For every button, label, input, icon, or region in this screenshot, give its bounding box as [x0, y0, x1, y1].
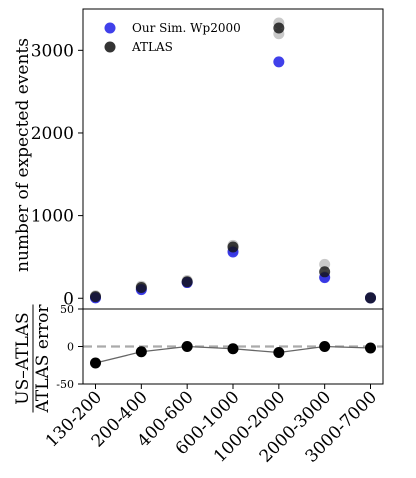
legend-label: Our Sim. Wp2000: [132, 21, 241, 35]
bottom-y-label-numerator: US–ATLAS: [13, 312, 33, 404]
top-y-ticks: 0 1000 2000 3000: [31, 41, 83, 309]
legend: Our Sim. Wp2000 ATLAS: [104, 21, 241, 54]
legend-marker: [104, 41, 116, 53]
atlas-point: [227, 241, 239, 253]
atlas-point: [181, 276, 193, 288]
top-y-tick-label: 0: [63, 289, 74, 309]
ratio-point: [90, 357, 101, 369]
ratio-point: [135, 346, 147, 358]
ratio-point: [365, 342, 376, 354]
top-y-axis-label: number of expected events: [13, 38, 33, 272]
ratio-point: [319, 341, 331, 352]
bottom-panel: -50 0 50 US–ATLAS ATLAS error 130-200200-40…: [13, 303, 384, 467]
bottom-y-tick-label: 50: [60, 303, 74, 316]
top-y-tick-label: 3000: [31, 41, 74, 61]
atlas-point: [365, 292, 376, 304]
legend-label: ATLAS: [131, 40, 173, 54]
atlas-point: [319, 266, 331, 278]
bottom-y-label-fraction: US–ATLAS ATLAS error: [13, 304, 53, 414]
bottom-y-tick-label: -50: [56, 378, 74, 391]
sim-point: [273, 56, 285, 68]
x-ticks: 130-200200-400400-600600-10001000-200020…: [42, 384, 381, 467]
ratio-point: [181, 341, 193, 352]
top-y-tick-label: 2000: [31, 124, 74, 144]
bottom-plot-layer: [83, 341, 383, 369]
bottom-y-label-denominator: ATLAS error: [33, 304, 53, 414]
bottom-y-ticks: -50 0 50: [56, 303, 83, 391]
atlas-point: [135, 282, 147, 294]
top-plot-layer: [90, 17, 376, 304]
bottom-y-tick-label: 0: [67, 341, 74, 354]
top-y-tick-label: 1000: [31, 207, 74, 227]
ratio-point: [227, 343, 239, 355]
top-panel-frame: [82, 8, 384, 310]
ratio-point: [273, 347, 285, 358]
atlas-point: [90, 291, 101, 303]
legend-marker: [104, 22, 116, 34]
bottom-y-axis-label: US–ATLAS ATLAS error: [13, 304, 53, 414]
atlas-point: [273, 22, 285, 34]
